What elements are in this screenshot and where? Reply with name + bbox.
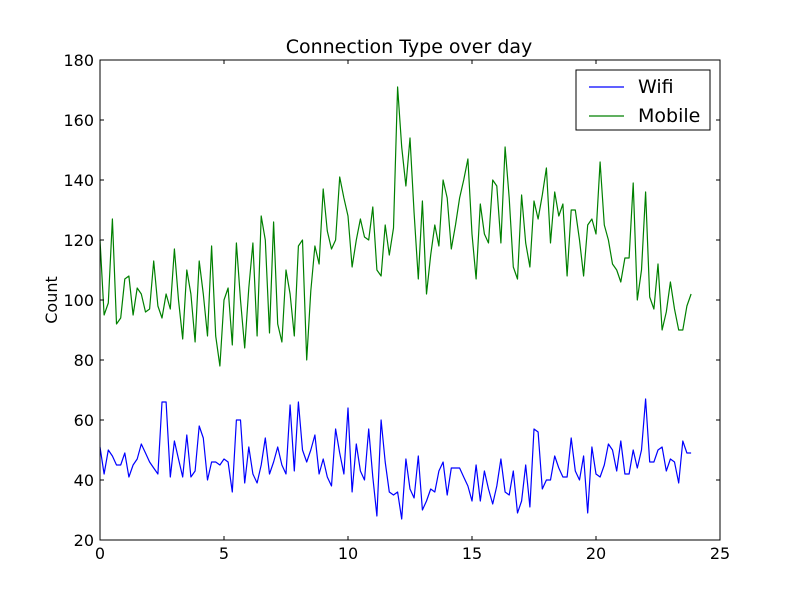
x-tick-label: 5 — [219, 544, 229, 563]
chart-title: Connection Type over day — [286, 36, 533, 58]
y-tick-label: 160 — [63, 111, 94, 130]
series-layer — [99, 86, 692, 520]
series-line-mobile — [99, 86, 692, 367]
ticks-layer: 0 5 10 15 20 25 20 40 60 80 100 120 140 160 180 — [63, 51, 730, 563]
legend: Wifi Mobile — [575, 69, 711, 131]
series-line-wifi — [99, 398, 692, 520]
legend-label-mobile: Mobile — [638, 105, 700, 127]
y-tick-label: 140 — [63, 171, 94, 190]
x-tick-label: 25 — [710, 544, 730, 563]
y-tick-label: 100 — [63, 291, 94, 310]
y-tick-label: 80 — [74, 351, 94, 370]
x-tick-label: 15 — [462, 544, 482, 563]
y-tick-label: 60 — [74, 411, 94, 430]
y-axis-label: Count — [42, 276, 61, 324]
x-tick-label: 20 — [586, 544, 606, 563]
y-tick-label: 40 — [74, 471, 94, 490]
x-tick-label: 0 — [95, 544, 105, 563]
y-tick-label: 120 — [63, 231, 94, 250]
x-tick-label: 10 — [338, 544, 358, 563]
legend-box — [575, 69, 711, 131]
legend-label-wifi: Wifi — [638, 76, 674, 98]
y-tick-label: 20 — [74, 531, 94, 550]
y-tick-label: 180 — [63, 51, 94, 70]
